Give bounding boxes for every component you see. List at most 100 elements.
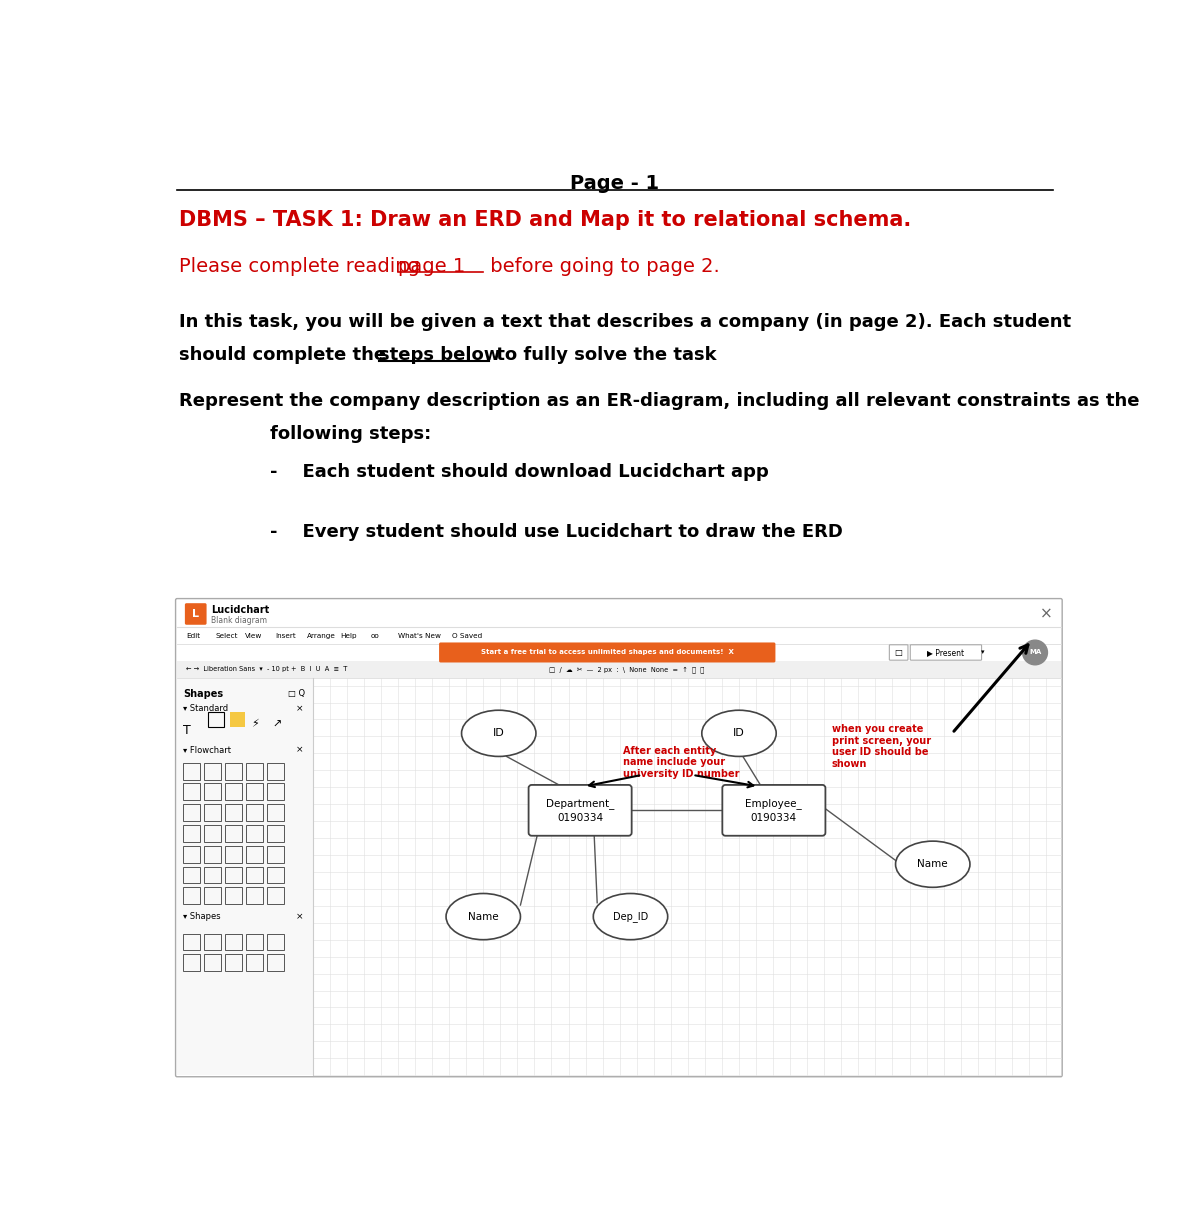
Text: ▶ Present: ▶ Present: [928, 648, 965, 657]
Text: should complete the: should complete the: [180, 346, 392, 363]
Ellipse shape: [895, 841, 970, 888]
Bar: [246, 763, 263, 780]
Bar: [184, 804, 200, 822]
Text: ↗: ↗: [272, 720, 282, 729]
Text: Start a free trial to access unlimited shapes and documents!  X: Start a free trial to access unlimited s…: [481, 650, 733, 656]
FancyBboxPatch shape: [889, 645, 908, 661]
Text: ▾: ▾: [982, 650, 985, 656]
Text: to fully solve the task: to fully solve the task: [491, 346, 716, 363]
Bar: [268, 888, 284, 904]
Ellipse shape: [462, 710, 536, 756]
Bar: [268, 933, 284, 950]
Text: Help: Help: [340, 632, 356, 639]
Text: Page - 1: Page - 1: [570, 174, 660, 193]
Text: Select: Select: [216, 632, 239, 639]
Text: Edit: Edit: [186, 632, 200, 639]
Text: ×: ×: [295, 704, 304, 713]
Text: 0190334: 0190334: [557, 813, 604, 823]
Text: ×: ×: [295, 912, 304, 921]
Bar: [268, 954, 284, 971]
Text: T: T: [184, 725, 191, 737]
Ellipse shape: [446, 894, 521, 939]
Bar: [226, 763, 242, 780]
Text: Department_: Department_: [546, 798, 614, 809]
Text: Name: Name: [918, 860, 948, 869]
Text: following steps:: following steps:: [270, 425, 431, 442]
Text: ID: ID: [733, 728, 745, 738]
Text: 0190334: 0190334: [751, 813, 797, 823]
Ellipse shape: [593, 894, 667, 939]
Bar: [230, 712, 245, 727]
Bar: [246, 783, 263, 801]
Bar: [184, 825, 200, 842]
Bar: [246, 804, 263, 822]
FancyBboxPatch shape: [911, 645, 982, 661]
Text: ← →  Liberation Sans  ▾  - 10 pt +  B  I  U  A  ≡  T: ← → Liberation Sans ▾ - 10 pt + B I U A …: [186, 667, 348, 673]
FancyBboxPatch shape: [175, 598, 1062, 1077]
Text: ×: ×: [1040, 607, 1054, 621]
Text: Dep_ID: Dep_ID: [613, 911, 648, 922]
Bar: [184, 954, 200, 971]
Bar: [184, 888, 200, 904]
FancyBboxPatch shape: [528, 785, 631, 836]
Bar: [226, 867, 242, 883]
FancyBboxPatch shape: [185, 603, 206, 625]
FancyBboxPatch shape: [439, 642, 775, 662]
FancyBboxPatch shape: [722, 785, 826, 836]
Bar: [268, 783, 284, 801]
Text: □  /  ☁  ✂  —  2 px  :  \  None  None  =  ↑  🔒  🔍: □ / ☁ ✂ — 2 px : \ None None = ↑ 🔒 🔍: [550, 666, 704, 673]
Bar: [204, 804, 221, 822]
Bar: [226, 825, 242, 842]
Bar: [246, 867, 263, 883]
Text: Name: Name: [468, 911, 498, 921]
Bar: [246, 933, 263, 950]
Text: steps below: steps below: [379, 346, 500, 363]
Ellipse shape: [702, 710, 776, 756]
Text: Blank diagram: Blank diagram: [211, 615, 268, 625]
Bar: [204, 846, 221, 863]
Text: page 1: page 1: [398, 257, 466, 276]
Text: ID: ID: [493, 728, 505, 738]
Text: Employee_: Employee_: [745, 798, 803, 809]
Bar: [178, 600, 1061, 628]
Bar: [204, 783, 221, 801]
Bar: [208, 712, 223, 727]
Text: ▾ Flowchart: ▾ Flowchart: [184, 745, 232, 755]
Bar: [204, 933, 221, 950]
Text: Shapes: Shapes: [184, 689, 223, 699]
Text: O Saved: O Saved: [452, 632, 482, 639]
Bar: [226, 783, 242, 801]
Text: -    Each student should download Lucidchart app: - Each student should download Lucidchar…: [270, 463, 769, 481]
Bar: [178, 628, 1061, 643]
Bar: [184, 933, 200, 950]
Text: Insert: Insert: [275, 632, 295, 639]
Bar: [246, 846, 263, 863]
Text: DBMS – TASK 1: Draw an ERD and Map it to relational schema.: DBMS – TASK 1: Draw an ERD and Map it to…: [180, 210, 912, 231]
Text: -    Every student should use Lucidchart to draw the ERD: - Every student should use Lucidchart to…: [270, 523, 842, 542]
Text: ▾ Standard: ▾ Standard: [184, 704, 228, 713]
Text: □: □: [895, 648, 902, 657]
Bar: [204, 888, 221, 904]
Text: ⚡: ⚡: [252, 720, 259, 729]
Bar: [246, 888, 263, 904]
Bar: [226, 954, 242, 971]
Bar: [204, 867, 221, 883]
Bar: [226, 846, 242, 863]
Bar: [184, 783, 200, 801]
Bar: [246, 825, 263, 842]
Bar: [246, 954, 263, 971]
Text: when you create
print screen, your
user ID should be
shown: when you create print screen, your user …: [832, 725, 931, 769]
Text: Represent the company description as an ER-diagram, including all relevant const: Represent the company description as an …: [180, 392, 1140, 410]
Text: After each entity
name include your
university ID number: After each entity name include your univ…: [623, 745, 739, 779]
Bar: [268, 846, 284, 863]
Bar: [268, 763, 284, 780]
Bar: [268, 867, 284, 883]
Text: Lucidchart: Lucidchart: [211, 605, 270, 615]
Text: □ Q: □ Q: [288, 689, 305, 698]
Text: View: View: [245, 632, 263, 639]
Bar: [268, 825, 284, 842]
Bar: [226, 933, 242, 950]
Text: Arrange: Arrange: [307, 632, 336, 639]
Bar: [178, 678, 313, 1076]
Text: In this task, you will be given a text that describes a company (in page 2). Eac: In this task, you will be given a text t…: [180, 313, 1072, 330]
